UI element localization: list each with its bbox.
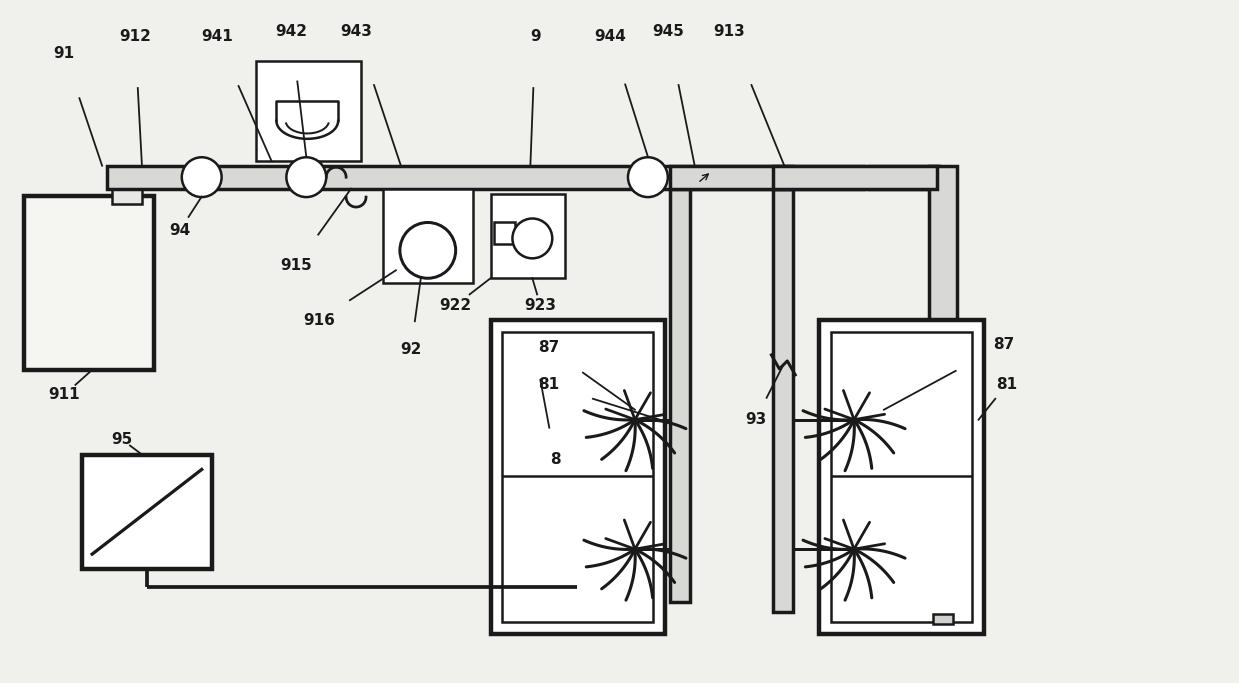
Bar <box>491 320 665 634</box>
Text: 923: 923 <box>524 298 556 313</box>
Circle shape <box>628 157 668 197</box>
Text: 81: 81 <box>996 377 1017 392</box>
Text: 87: 87 <box>992 337 1014 352</box>
Circle shape <box>513 219 553 258</box>
Circle shape <box>286 157 326 197</box>
Text: 92: 92 <box>400 342 421 357</box>
Text: 91: 91 <box>53 46 74 61</box>
Bar <box>256 61 361 161</box>
Text: 9: 9 <box>530 29 540 44</box>
Bar <box>503 332 653 622</box>
Text: 87: 87 <box>538 340 559 355</box>
Text: 912: 912 <box>119 29 151 44</box>
Bar <box>688 168 706 186</box>
Bar <box>25 195 154 370</box>
Text: 911: 911 <box>48 387 81 402</box>
Bar <box>670 166 793 189</box>
Bar <box>383 189 472 283</box>
Text: 941: 941 <box>201 29 233 44</box>
Bar <box>773 166 937 189</box>
Bar <box>107 166 864 189</box>
Text: 945: 945 <box>652 24 684 39</box>
Text: 95: 95 <box>112 432 133 447</box>
Bar <box>933 614 953 624</box>
Bar <box>82 455 212 569</box>
Text: 942: 942 <box>275 24 307 39</box>
Bar <box>493 223 515 245</box>
Text: 94: 94 <box>170 223 191 238</box>
Text: 922: 922 <box>440 298 472 313</box>
Text: 913: 913 <box>714 24 746 39</box>
Text: 8: 8 <box>550 452 560 467</box>
Circle shape <box>400 223 456 278</box>
Text: 915: 915 <box>280 257 312 273</box>
Text: 944: 944 <box>595 29 626 44</box>
Bar <box>670 189 690 602</box>
Bar <box>831 332 971 622</box>
Text: 916: 916 <box>304 313 336 328</box>
Bar <box>773 189 793 612</box>
Bar <box>869 166 939 189</box>
Circle shape <box>182 157 222 197</box>
Text: 93: 93 <box>745 412 766 427</box>
Text: 943: 943 <box>341 24 372 39</box>
Bar <box>929 166 957 619</box>
Text: 81: 81 <box>538 377 559 392</box>
Bar <box>819 320 984 634</box>
Bar <box>112 189 142 204</box>
Bar <box>491 193 565 278</box>
